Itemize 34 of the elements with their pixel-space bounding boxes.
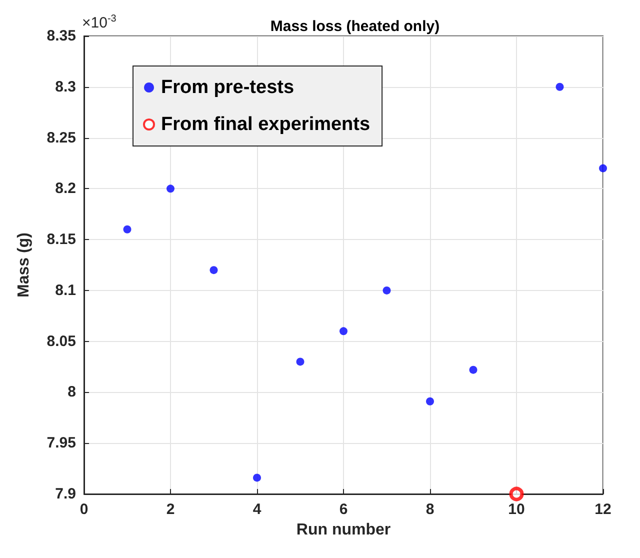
y-tick-label: 8.1: [55, 282, 76, 299]
y-tick-label: 8.15: [46, 231, 76, 248]
point: [123, 225, 132, 234]
point: [210, 266, 218, 274]
y-tick-label: 7.9: [55, 486, 76, 502]
y-tick-label: 8.2: [55, 180, 76, 198]
y-tick-label: 8.3: [55, 78, 76, 96]
point: [426, 397, 434, 406]
point: [556, 82, 564, 91]
point: [382, 286, 391, 294]
legend-label: From pre-tests: [161, 77, 294, 98]
x-tick-label: 4: [252, 501, 262, 518]
point: [469, 366, 478, 374]
x-tick-label: 6: [339, 501, 348, 518]
point: [599, 164, 607, 172]
y-axis-title: Mass (g): [16, 232, 32, 298]
y-tick-label: 7.95: [46, 434, 76, 452]
point: [166, 184, 174, 193]
y-tick-label: 8.25: [46, 129, 76, 146]
point: [253, 474, 261, 482]
y-tick-label: 8: [68, 384, 76, 401]
x-tick-label: 10: [508, 501, 525, 518]
legend-label: From final experiments: [161, 114, 370, 135]
y-tick-label: 8.05: [46, 332, 76, 350]
point: [296, 358, 304, 366]
x-tick-label: 8: [426, 501, 434, 518]
point: [340, 327, 348, 336]
x-tick-label: 12: [594, 501, 612, 518]
x-tick-label: 2: [166, 501, 175, 518]
point: [509, 486, 524, 502]
x-tick-label: 0: [80, 501, 88, 518]
chart-title: Mass loss (heated only): [270, 18, 440, 35]
y-tick-label: 8.35: [46, 28, 76, 44]
x-axis-title: Run number: [296, 522, 391, 538]
